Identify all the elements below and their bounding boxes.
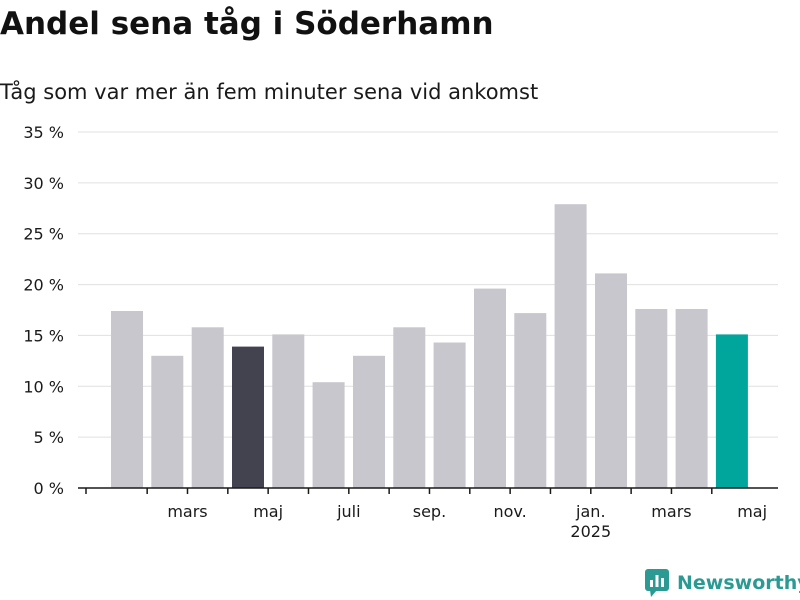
y-axis-tick-labels: 0 % 5 % 10 % 15 % 20 % 25 % 30 % 35 % [23,123,64,498]
bar-2025-02 [595,273,627,488]
bar-2024-06 [272,334,305,488]
bar-2024-03 [151,355,184,488]
bar-2024-11 [474,288,506,488]
y-tick-label: 15 % [23,326,64,345]
y-tick-label: 25 % [23,225,64,244]
x-tick-label: jan. [575,502,605,521]
y-tick-label: 10 % [23,377,64,396]
x-tick-label: maj [253,502,283,521]
x-tick-label: sep. [413,502,446,521]
x-tick-label: maj [737,502,767,521]
x-tick-label: juli [336,502,360,521]
bar-2024-10 [433,342,466,488]
y-tick-label: 5 % [34,428,64,447]
y-tick-label: 30 % [23,174,64,193]
brand-name: Newsworthy [677,572,800,594]
newsworthy-logo-icon [645,569,669,597]
bar-2024-12 [514,313,547,488]
y-tick-label: 0 % [34,479,64,498]
bar-2025-03 [635,309,668,488]
bar-2024-08 [353,355,385,488]
bar-2024-07 [312,382,345,488]
x-tick-label: mars [167,502,207,521]
bar-2024-05 [232,346,264,488]
bar-chart: 0 % 5 % 10 % 15 % 20 % 25 % 30 % 35 % mars maj ju… [23,123,778,541]
bar-2025-01 [554,204,587,488]
bar-2024-02 [111,311,143,488]
y-tick-label: 35 % [23,123,64,142]
chart-title: Andel sena tåg i Söderhamn [0,6,494,42]
x-axis [78,487,778,494]
y-tick-label: 20 % [23,276,64,295]
bar-2024-04 [191,327,224,488]
bar-2024-09 [393,327,426,488]
x-tick-label: nov. [494,502,527,521]
x-tick-year-label: 2025 [570,522,611,541]
x-tick-label: mars [651,502,691,521]
bar-2025-04 [675,309,708,488]
chart-subtitle: Tåg som var mer än fem minuter sena vid … [0,80,539,104]
x-axis-tick-labels: mars maj juli sep. nov. jan.2025 mars maj [167,502,767,541]
bar-2025-05 [715,334,748,488]
brand-logo: Newsworthy [645,568,800,598]
bars [111,204,748,488]
